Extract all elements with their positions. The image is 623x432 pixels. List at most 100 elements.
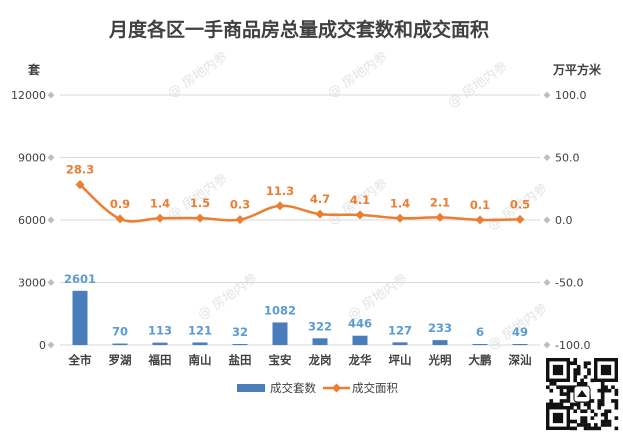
line-value-label: 28.3	[66, 163, 94, 177]
qr-module	[614, 416, 619, 420]
qr-module	[614, 402, 619, 407]
qr-module	[566, 392, 571, 396]
line-value-label: 1.5	[190, 196, 210, 210]
line-value-label: 1.4	[150, 196, 170, 210]
category-label: 全市	[68, 353, 92, 367]
qr-module	[566, 388, 571, 393]
qr-module	[587, 361, 591, 366]
qr-module	[559, 399, 564, 403]
bar	[312, 338, 328, 345]
bar-value-label: 322	[308, 319, 332, 333]
chart-title: 月度各区一手商品房总量成交套数和成交面积	[108, 18, 489, 41]
line-marker	[235, 215, 245, 225]
category-label: 大鹏	[469, 353, 492, 367]
qr-module	[580, 409, 584, 414]
bar	[72, 290, 88, 345]
line-marker	[155, 213, 165, 223]
qr-module	[587, 426, 591, 431]
right-tick-marker	[543, 341, 551, 349]
line-value-label: 0.5	[510, 197, 530, 211]
line-value-label: 4.7	[310, 192, 330, 206]
qr-module	[590, 426, 595, 431]
qr-module	[607, 423, 612, 427]
right-tick-marker	[543, 154, 551, 161]
qr-logo-icon	[577, 390, 587, 397]
bar-value-label: 32	[232, 325, 248, 339]
bar	[392, 342, 408, 345]
qr-module	[611, 399, 615, 403]
qr-module	[573, 402, 578, 407]
line-marker	[115, 214, 125, 224]
qr-module	[597, 388, 602, 393]
qr-module	[587, 423, 591, 427]
qr-module	[580, 423, 584, 427]
qr-module	[607, 409, 612, 414]
qr-module	[580, 378, 584, 383]
qr-module	[573, 358, 578, 362]
qr-module	[573, 409, 578, 414]
qr-module	[614, 388, 619, 393]
gridlines	[60, 94, 540, 346]
left-tick-marker	[47, 216, 55, 224]
category-label: 龙华	[348, 353, 372, 367]
qr-module	[583, 375, 588, 379]
left-tick-marker	[47, 154, 55, 161]
qr-module	[604, 385, 608, 390]
bar-series: 2601 70 113 121 32 1082 322 446 127 233 6 49	[64, 272, 528, 345]
bar-value-label: 121	[188, 323, 212, 337]
line-marker	[475, 215, 485, 225]
right-tick-label: -50.0	[555, 277, 583, 290]
qr-module	[614, 426, 619, 431]
qr-module	[576, 364, 581, 369]
qr-module	[576, 423, 581, 427]
bar	[152, 342, 168, 345]
qr-module	[566, 395, 571, 400]
watermark-text: @ 房地内参	[165, 48, 231, 101]
qr-module	[600, 395, 605, 400]
qr-module	[583, 382, 588, 386]
qr-module	[573, 361, 578, 366]
category-label: 盐田	[229, 353, 252, 367]
qr-module	[604, 423, 608, 427]
bar	[232, 344, 248, 345]
qr-module	[587, 406, 591, 410]
qr-module	[580, 416, 584, 420]
qr-module	[580, 419, 584, 424]
qr-module	[590, 416, 595, 420]
line-marker	[275, 201, 285, 211]
line-value-label: 0.3	[230, 198, 250, 212]
qr-module	[607, 388, 612, 393]
qr-module	[556, 385, 560, 390]
line-series: 28.3 0.9 1.4 1.5 0.3 11.3 4.7 4.1 1.4 2.1 0.1 0.5	[66, 163, 530, 225]
qr-module	[587, 402, 591, 407]
qr-module	[604, 388, 608, 393]
qr-module	[583, 409, 588, 414]
qr-module	[600, 419, 605, 424]
line-marker	[75, 180, 85, 190]
right-axis-unit: 万平方米	[552, 62, 602, 77]
left-tick-marker	[47, 279, 55, 286]
qr-module	[576, 371, 581, 376]
bar	[432, 340, 448, 345]
qr-module	[576, 402, 581, 407]
watermark-text: @ 房地内参	[345, 270, 411, 323]
qr-module	[559, 385, 564, 390]
qr-module	[570, 388, 574, 393]
category-label: 南山	[189, 353, 212, 367]
qr-module	[573, 378, 578, 383]
qr-module	[552, 402, 557, 407]
qr-module	[583, 426, 588, 431]
left-axis-unit: 套	[27, 62, 41, 77]
qr-module	[611, 385, 615, 390]
qr-module	[570, 406, 574, 410]
qr-module	[546, 402, 550, 407]
bar-value-label: 70	[112, 325, 128, 339]
qr-module	[600, 423, 605, 427]
right-tick-label: -100.0	[555, 339, 590, 352]
category-label: 福田	[148, 353, 172, 367]
qr-module	[604, 416, 608, 420]
left-axis-ticks: 0 3000 6000 9000 12000	[11, 89, 55, 352]
bar	[112, 343, 128, 345]
qr-code	[544, 356, 620, 432]
